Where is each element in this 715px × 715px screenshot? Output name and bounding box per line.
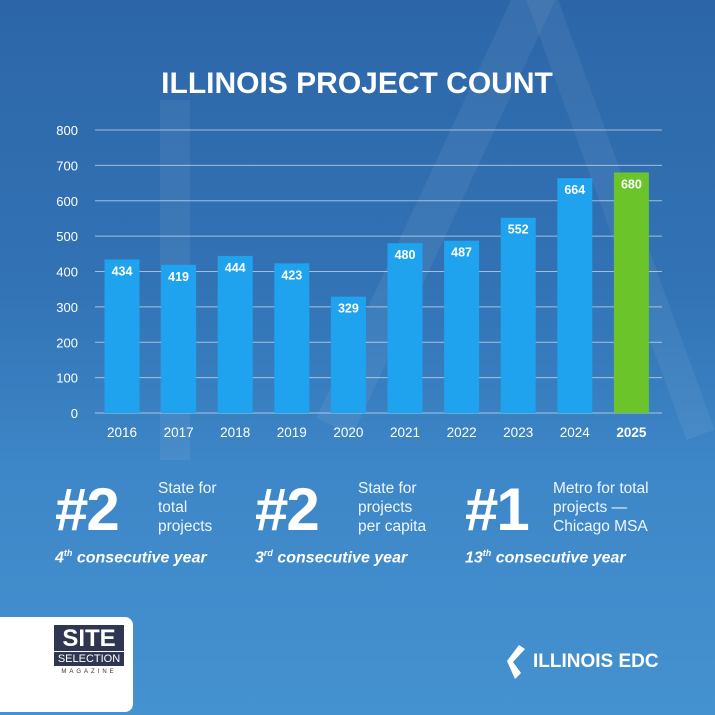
- sub-number: 3: [255, 549, 264, 567]
- logo-magazine: MAGAZINE: [61, 669, 117, 675]
- bar-2019: [274, 263, 310, 413]
- rank-description-line: Chicago MSA: [553, 518, 648, 535]
- y-tick-label: 700: [56, 158, 78, 173]
- x-tick-label: 2017: [164, 425, 194, 440]
- rank-description-line: projects: [358, 499, 413, 516]
- bar-value-label: 664: [564, 183, 585, 197]
- sub-text: consecutive year: [272, 549, 408, 567]
- bar-value-label: 423: [281, 268, 302, 282]
- x-tick-label: 2024: [560, 425, 591, 440]
- y-tick-label: 100: [56, 371, 78, 386]
- y-tick-label: 200: [56, 335, 78, 350]
- y-tick-label: 800: [56, 123, 78, 138]
- x-tick-label: 2023: [503, 425, 533, 440]
- chart-title: ILLINOIS PROJECT COUNT: [161, 67, 553, 100]
- x-tick-label: 2020: [333, 425, 363, 440]
- y-tick-label: 400: [56, 265, 78, 280]
- ordinal-suffix: rd: [263, 548, 273, 558]
- x-tick-label: 2022: [447, 425, 477, 440]
- bar-value-label: 444: [225, 261, 246, 275]
- bar-2020: [330, 296, 366, 413]
- rank-description-line: State for: [158, 480, 217, 497]
- sub-number: 13: [465, 549, 483, 567]
- bar-value-label: 434: [112, 264, 133, 278]
- bar-2023: [500, 217, 536, 413]
- y-tick-label: 500: [56, 229, 78, 244]
- sub-text: consecutive year: [72, 549, 207, 567]
- bar-2016: [104, 259, 140, 413]
- rank-description-line: total: [158, 499, 188, 516]
- sub-text: consecutive year: [491, 549, 626, 567]
- rank-description: State for total projects: [158, 479, 217, 536]
- rank-number: #2: [255, 476, 320, 543]
- bar-2017: [161, 264, 197, 413]
- ordinal-suffix: th: [482, 548, 492, 558]
- bar-2022: [444, 240, 480, 413]
- illinois-edc-mark-icon: [507, 645, 525, 679]
- site-selection-logo: SITE SELECTION MAGAZINE: [0, 617, 133, 712]
- rank-description-line: projects —: [553, 499, 628, 516]
- rank-description: Metro for total projects — Chicago MSA: [553, 479, 649, 536]
- sub-number: 4: [55, 549, 64, 567]
- rank-description-line: Metro for total: [553, 480, 649, 497]
- x-tick-label: 2018: [220, 425, 250, 440]
- y-tick-label: 0: [71, 406, 78, 421]
- consecutive-year-label: 13th consecutive year: [465, 548, 626, 567]
- bar-value-label: 480: [395, 248, 416, 262]
- y-tick-label: 300: [56, 300, 78, 315]
- consecutive-year-label: 3rd consecutive year: [255, 548, 407, 567]
- bar-chart: ILLINOIS PROJECT COUNT 0 100 200 300 400 500 6…: [56, 67, 649, 440]
- rank-description-line: State for: [358, 480, 417, 497]
- rank-description-line: per capita: [358, 518, 427, 535]
- rank-description: State for projects per capita: [358, 479, 426, 536]
- illinois-edc-logo: ILLINOIS EDC: [505, 645, 659, 679]
- rank-description-line: projects: [158, 518, 213, 535]
- illinois-edc-text: ILLINOIS EDC: [533, 651, 659, 672]
- bar-value-label: 329: [338, 302, 359, 316]
- consecutive-year-label: 4th consecutive year: [55, 548, 207, 567]
- x-tick-label: 2019: [277, 425, 307, 440]
- x-tick-label: 2025: [616, 425, 647, 440]
- rank-number: #2: [55, 476, 120, 543]
- ordinal-suffix: th: [63, 548, 73, 558]
- x-tick-label: 2016: [107, 425, 137, 440]
- bar-value-label: 487: [451, 246, 472, 260]
- y-tick-label: 600: [56, 194, 78, 209]
- rank-number: #1: [465, 476, 530, 543]
- bar-value-label: 419: [168, 270, 189, 284]
- logo-selection: SELECTION: [54, 651, 124, 666]
- bar-2021: [387, 243, 423, 413]
- bar-value-label: 552: [508, 223, 529, 237]
- logo-site: SITE: [54, 625, 124, 651]
- bar-2024: [557, 178, 593, 413]
- bar-2018: [217, 255, 253, 413]
- x-tick-label: 2021: [390, 425, 420, 440]
- bar-2025: [613, 172, 649, 413]
- bar-value-label: 680: [621, 177, 642, 191]
